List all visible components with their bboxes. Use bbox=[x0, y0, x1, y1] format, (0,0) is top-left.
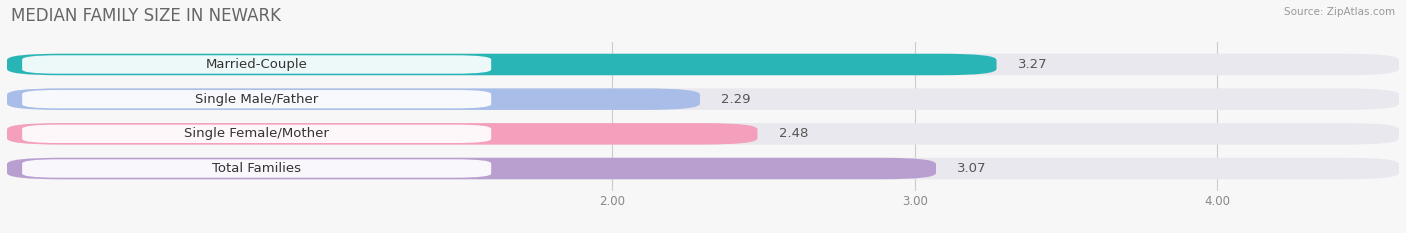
Text: Single Male/Father: Single Male/Father bbox=[195, 93, 318, 106]
FancyBboxPatch shape bbox=[22, 55, 491, 74]
Text: Total Families: Total Families bbox=[212, 162, 301, 175]
FancyBboxPatch shape bbox=[7, 158, 1399, 179]
Text: Single Female/Mother: Single Female/Mother bbox=[184, 127, 329, 140]
Text: 3.07: 3.07 bbox=[957, 162, 987, 175]
FancyBboxPatch shape bbox=[7, 88, 1399, 110]
Text: Source: ZipAtlas.com: Source: ZipAtlas.com bbox=[1284, 7, 1395, 17]
FancyBboxPatch shape bbox=[7, 123, 758, 145]
FancyBboxPatch shape bbox=[7, 54, 997, 75]
Text: 2.29: 2.29 bbox=[721, 93, 751, 106]
FancyBboxPatch shape bbox=[7, 54, 1399, 75]
FancyBboxPatch shape bbox=[22, 125, 491, 143]
Text: MEDIAN FAMILY SIZE IN NEWARK: MEDIAN FAMILY SIZE IN NEWARK bbox=[11, 7, 281, 25]
FancyBboxPatch shape bbox=[22, 90, 491, 108]
FancyBboxPatch shape bbox=[22, 159, 491, 178]
Text: Married-Couple: Married-Couple bbox=[205, 58, 308, 71]
FancyBboxPatch shape bbox=[7, 158, 936, 179]
FancyBboxPatch shape bbox=[7, 123, 1399, 145]
Text: 3.27: 3.27 bbox=[1018, 58, 1047, 71]
Text: 2.48: 2.48 bbox=[779, 127, 808, 140]
FancyBboxPatch shape bbox=[7, 88, 700, 110]
